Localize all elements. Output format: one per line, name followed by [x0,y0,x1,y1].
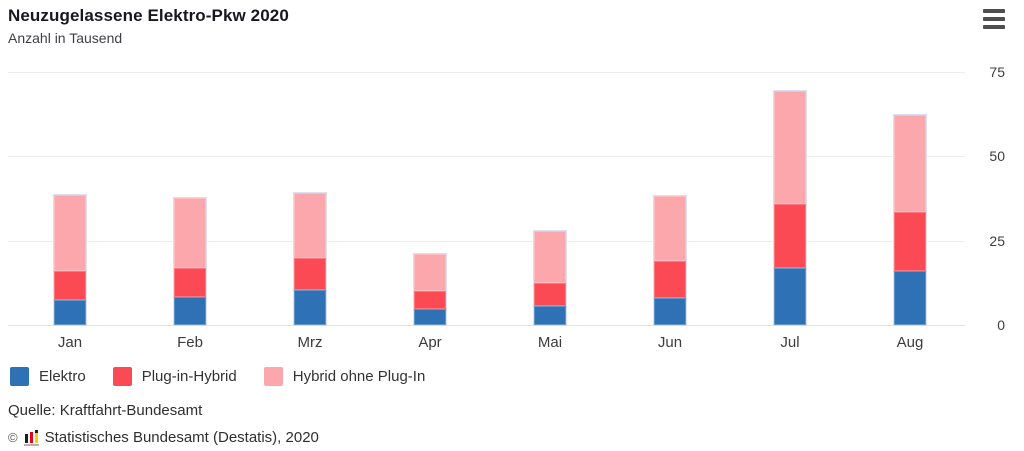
bar-apr[interactable] [413,252,447,327]
legend-swatch [263,367,283,386]
copyright-sign: © [8,430,18,445]
bar-aug[interactable] [893,113,927,327]
legend-swatch [10,367,29,386]
bar-segment-plug-in-hybrid[interactable] [654,260,686,298]
bar-mai[interactable] [533,229,567,327]
legend-label: Plug-in-Hybrid [141,368,237,385]
bar-segment-hybrid-ohne-plug-in[interactable] [534,230,566,284]
gridline [8,72,965,73]
bar-segment-hybrid-ohne-plug-in[interactable] [414,253,446,291]
bar-segment-hybrid-ohne-plug-in[interactable] [654,196,686,261]
hamburger-icon [983,9,1005,13]
menu-button[interactable] [983,8,1005,30]
legend-item-elektro[interactable]: Elektro [10,367,86,386]
gridline [8,156,965,158]
chart-subtitle: Anzahl in Tausend [8,30,123,46]
x-axis-label: Jan [57,334,83,351]
bar-segment-hybrid-ohne-plug-in[interactable] [294,192,326,259]
y-axis-tick-label: 0 [997,317,1005,333]
bar-segment-hybrid-ohne-plug-in[interactable] [894,114,926,213]
gridline [8,240,965,242]
bar-segment-hybrid-ohne-plug-in[interactable] [54,195,86,271]
y-axis-tick-label: 75 [989,64,1005,80]
x-axis-label: Jul [780,334,800,351]
source-text: Quelle: Kraftfahrt-Bundesamt [8,402,203,419]
legend-label: Hybrid ohne Plug-In [292,368,426,385]
bar-segment-plug-in-hybrid[interactable] [894,212,926,271]
gridline [8,325,965,326]
bar-segment-elektro[interactable] [654,297,686,325]
x-axis-label: Aug [896,334,924,351]
bar-segment-plug-in-hybrid[interactable] [414,290,446,310]
bar-segment-plug-in-hybrid[interactable] [54,270,86,300]
bar-jun[interactable] [653,195,687,326]
bar-segment-elektro[interactable] [174,297,206,325]
bar-segment-elektro[interactable] [54,299,86,325]
bar-segment-elektro[interactable] [774,268,806,325]
hamburger-icon [983,17,1005,21]
x-axis-label: Jun [657,334,683,351]
x-axis-label: Mai [537,334,563,351]
bar-segment-hybrid-ohne-plug-in[interactable] [174,197,206,269]
bar-segment-elektro[interactable] [414,309,446,325]
bar-feb[interactable] [173,196,207,327]
legend-item-plug-in-hybrid[interactable]: Plug-in-Hybrid [112,367,237,386]
legend-item-hybrid-ohne-plug-in[interactable]: Hybrid ohne Plug-In [263,367,426,386]
y-axis-tick-label: 25 [989,232,1005,249]
bar-segment-elektro[interactable] [294,290,326,325]
bar-segment-plug-in-hybrid[interactable] [294,258,326,291]
bar-segment-plug-in-hybrid[interactable] [174,268,206,298]
bar-segment-plug-in-hybrid[interactable] [534,283,566,307]
bar-segment-plug-in-hybrid[interactable] [774,203,806,269]
bar-jul[interactable] [773,89,807,327]
y-axis-tick-label: 50 [989,148,1005,165]
destatis-logo-icon [23,429,39,446]
x-axis-label: Mrz [297,334,323,351]
x-axis-label: Apr [418,334,442,351]
bar-mrz[interactable] [293,191,327,327]
bar-segment-hybrid-ohne-plug-in[interactable] [774,90,806,204]
bar-segment-elektro[interactable] [894,270,926,325]
legend-label: Elektro [39,368,86,385]
copyright-text: Statistisches Bundesamt (Destatis), 2020 [44,429,319,446]
copyright-line: © Statistisches Bundesamt (Destatis), 20… [8,429,319,446]
chart-title: Neuzugelassene Elektro-Pkw 2020 [8,6,289,25]
hamburger-icon [983,25,1005,29]
bar-segment-elektro[interactable] [534,306,566,325]
legend-swatch [112,367,132,386]
x-axis-label: Feb [177,334,203,351]
bar-jan[interactable] [53,194,87,326]
chart-legend: Elektro Plug-in-Hybrid Hybrid ohne Plug-In [10,367,425,386]
